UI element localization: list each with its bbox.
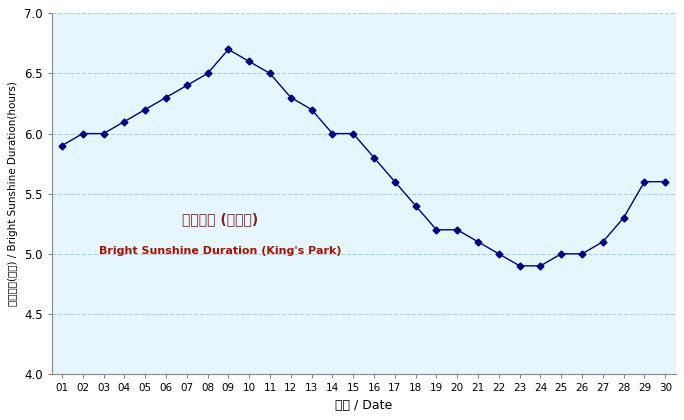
- X-axis label: 日期 / Date: 日期 / Date: [335, 399, 392, 412]
- Y-axis label: 平均日照(小時) / Bright Sunshine Duration(hours): 平均日照(小時) / Bright Sunshine Duration(hour…: [8, 81, 18, 306]
- Text: 平均日照 (京士柏): 平均日照 (京士柏): [182, 212, 258, 226]
- Text: Bright Sunshine Duration (King's Park): Bright Sunshine Duration (King's Park): [98, 247, 341, 257]
